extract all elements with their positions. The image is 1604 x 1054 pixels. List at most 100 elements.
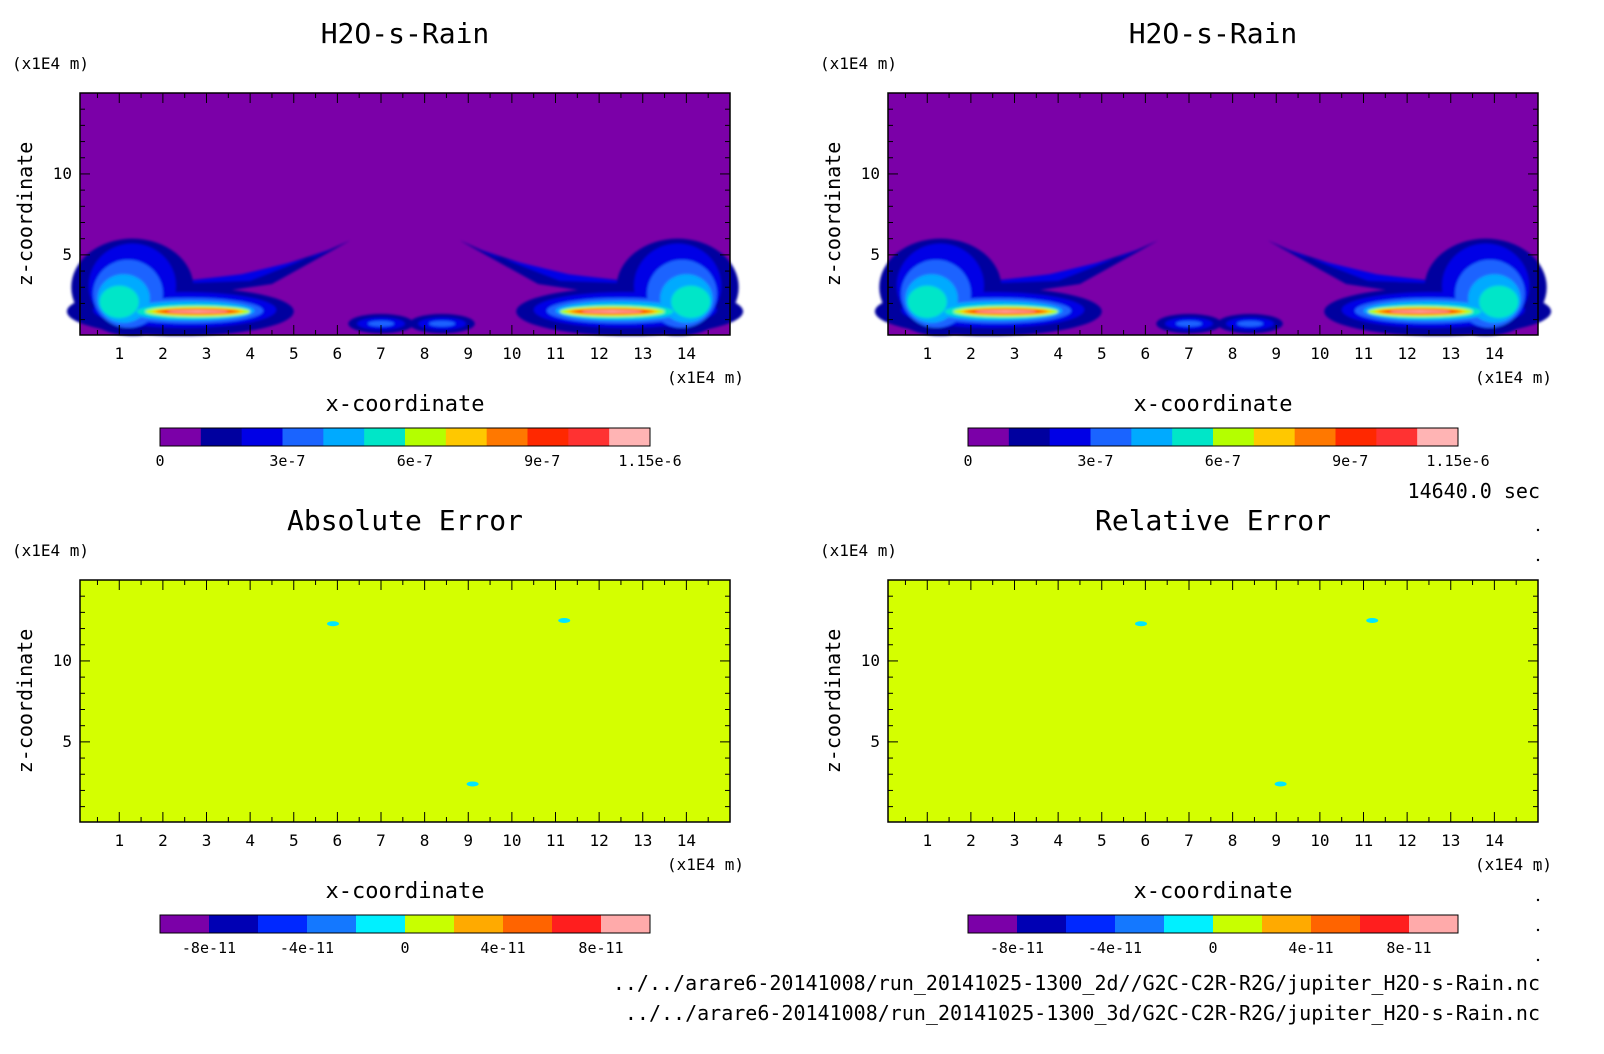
colorbar-segment [1049,428,1091,446]
dot-decoration [1536,958,1540,962]
colorbar-segment [1335,428,1377,446]
y-axis-label: z-coordinate [821,142,845,287]
rain-small-cell-inner [367,320,395,327]
colorbar-segment [1066,915,1116,933]
x-tick-label: 4 [1053,344,1063,363]
dot-decoration [1536,868,1540,872]
x-axis-label: x-coordinate [326,392,485,417]
x-tick-label: 14 [1485,344,1504,363]
colorbar-segment [200,428,243,446]
rain-small-cell-inner [1175,320,1203,327]
dot-decoration [1536,528,1540,532]
y-tick-label: 10 [861,164,880,183]
colorbar-segment [601,915,651,933]
x-tick-label: 12 [1397,831,1416,850]
rain-cell-l5 [1479,285,1519,319]
colorbar-tick-label: 4e-11 [1288,939,1333,957]
x-tick-label: 12 [1397,344,1416,363]
colorbar-tick-label: 4e-11 [480,939,525,957]
colorbar-segment [1008,428,1051,446]
x-tick-label: 9 [1271,344,1281,363]
colorbar-segment [1017,915,1067,933]
colorbar-segment [1417,428,1459,446]
plot-frame [79,579,731,823]
x-tick-label: 11 [546,344,565,363]
x-tick-label: 6 [333,831,343,850]
colorbar-tick-label: 8e-11 [1386,939,1431,957]
colorbar-segment [160,915,210,933]
rain-arm-inner [162,248,334,285]
colorbar-tick-label: 3e-7 [269,452,305,470]
y-axis-label: z-coordinate [13,142,37,287]
colorbar-tick-label: -4e-11 [280,939,334,957]
x-unit-label: (x1E4 m) [667,855,744,874]
colorbar-tick-label: 9e-7 [1332,452,1368,470]
x-tick-label: 1 [114,344,124,363]
x-tick-label: 8 [420,831,430,850]
x-tick-label: 9 [463,344,473,363]
x-tick-label: 13 [1441,831,1460,850]
plot-title: H2O-s-Rain [1129,17,1298,50]
x-tick-label: 11 [1354,344,1373,363]
plot-frame [887,579,1539,823]
rain-arm-inner [476,248,648,285]
x-tick-label: 1 [114,831,124,850]
y-tick-label: 5 [62,245,72,264]
x-tick-label: 13 [633,831,652,850]
x-tick-label: 4 [1053,831,1063,850]
plot-title: H2O-s-Rain [321,17,490,50]
x-tick-label: 3 [1010,831,1020,850]
error-spot [1274,781,1287,787]
x-tick-label: 14 [677,344,696,363]
x-tick-label: 2 [966,344,976,363]
x-tick-label: 10 [502,344,521,363]
rain-cell-core [1389,310,1451,313]
colorbar-segment [552,915,602,933]
colorbar-segment [323,428,365,446]
x-tick-label: 2 [966,831,976,850]
x-tick-label: 7 [376,344,386,363]
rain-cell-core [975,310,1037,313]
colorbar-segment [282,428,324,446]
x-axis-label: x-coordinate [1134,392,1293,417]
rain-field [874,238,1552,336]
colorbar-tick-label: 8e-11 [578,939,623,957]
colorbar-segment [968,428,1010,446]
x-tick-label: 2 [158,831,168,850]
rain-cell-core [581,310,643,313]
x-unit-label: (x1E4 m) [1475,855,1552,874]
error-field [888,580,1538,822]
colorbar-tick-label: 3e-7 [1077,452,1113,470]
x-unit-label: (x1E4 m) [1475,368,1552,387]
plot-frame [887,92,1539,336]
y-tick-label: 5 [870,732,880,751]
panel-tr: H2O-s-Rain(x1E4 m)1 2 3 4 5 6 7 8 9 10 11 12 13 14510… [820,17,1552,470]
x-tick-label: 5 [289,831,299,850]
x-axis-label: x-coordinate [326,879,485,904]
x-tick-label: 5 [1097,344,1107,363]
colorbar-tick-label: 0 [1208,939,1217,957]
colorbar-tick-label: 6e-7 [397,452,433,470]
error-field [80,580,730,822]
x-tick-label: 6 [1141,344,1151,363]
x-tick-label: 12 [589,831,608,850]
error-spot [558,617,571,623]
x-tick-label: 9 [1271,831,1281,850]
dot-column-decoration [1536,528,1540,962]
plot-title: Relative Error [1095,504,1331,537]
file-path-2d: ../../arare6-20141008/run_20141025-1300_… [613,971,1540,995]
colorbar-segment [609,428,651,446]
colorbar-frame [967,914,1459,934]
error-spot [1135,621,1148,627]
colorbar: -8e-11 -4e-11 0 4e-11 8e-11 [967,914,1459,957]
x-tick-label: 13 [1441,344,1460,363]
colorbar: 0 3e-7 6e-7 9e-7 1.15e-6 [155,427,682,470]
x-tick-label: 9 [463,831,473,850]
x-tick-label: 2 [158,344,168,363]
colorbar-segment [1172,428,1214,446]
colorbar-segment [258,915,308,933]
x-tick-label: 4 [245,831,255,850]
colorbar-segment [1164,915,1214,933]
x-tick-label: 14 [677,831,696,850]
colorbar-tick-label: 0 [963,452,972,470]
